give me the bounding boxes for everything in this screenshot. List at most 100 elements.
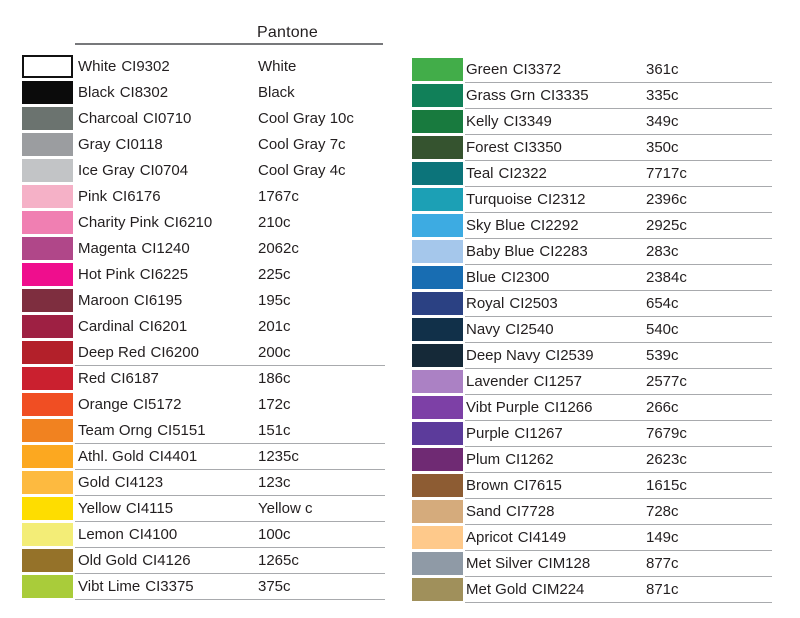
color-label: Team Orng CI5151: [78, 418, 206, 444]
color-code: CIM224: [531, 581, 585, 598]
color-name: Maroon: [78, 292, 129, 309]
row-divider: [465, 134, 772, 135]
pantone-value: 123c: [258, 474, 291, 491]
color-name: Royal: [466, 295, 505, 312]
color-code: CI6200: [150, 344, 199, 361]
color-code: CI4100: [128, 526, 178, 543]
color-code: CI4126: [142, 552, 191, 569]
color-row-deep-red: Deep Red CI6200 200c: [22, 340, 388, 366]
color-code: CI5151: [157, 422, 206, 439]
color-swatch-magenta: [22, 237, 73, 260]
color-code: CI1266: [544, 399, 593, 416]
color-swatch-gold: [22, 471, 73, 494]
pantone-value: 283c: [646, 243, 679, 260]
color-swatch-lavender: [412, 370, 463, 393]
pantone-value: 172c: [258, 396, 291, 413]
color-code: CI2300: [501, 269, 550, 286]
color-label: Met Gold CIM224: [466, 577, 584, 603]
pantone-value: 335c: [646, 87, 679, 104]
row-divider: [465, 368, 772, 369]
color-row-lavender: Lavender CI1257 2577c: [412, 369, 774, 395]
color-label: Sky Blue CI2292: [466, 213, 579, 239]
color-swatch-green: [412, 58, 463, 81]
color-row-lemon: Lemon CI4100 100c: [22, 522, 388, 548]
color-swatch-athl-gold: [22, 445, 73, 468]
row-divider: [465, 576, 772, 577]
color-name: Met Silver: [466, 555, 533, 572]
color-name: Lemon: [78, 526, 124, 543]
color-name: Ice Gray: [78, 162, 135, 179]
color-swatch-baby-blue: [412, 240, 463, 263]
color-row-brown: Brown CI7615 1615c: [412, 473, 774, 499]
color-code: CI3349: [503, 113, 552, 130]
row-divider: [75, 365, 385, 366]
color-label: Cardinal CI6201: [78, 314, 187, 340]
color-row-kelly: Kelly CI3349 349c: [412, 109, 774, 135]
color-row-gray: Gray CI0118 Cool Gray 7c: [22, 132, 388, 158]
color-column-right: Green CI3372 361c Grass Grn CI3335 335c Kelly C…: [412, 57, 774, 603]
row-divider: [465, 550, 772, 551]
color-row-hot-pink: Hot Pink CI6225 225c: [22, 262, 388, 288]
color-name: Brown: [466, 477, 509, 494]
color-swatch-royal: [412, 292, 463, 315]
color-label: Gray CI0118: [78, 132, 163, 158]
color-label: Blue CI2300: [466, 265, 549, 291]
pantone-value: Cool Gray 7c: [258, 136, 346, 153]
color-code: CI0704: [139, 162, 189, 179]
pantone-value: 654c: [646, 295, 679, 312]
color-name: Sky Blue: [466, 217, 526, 234]
color-swatch-ice-gray: [22, 159, 73, 182]
color-column-left: White CI9302 White Black CI8302 Black Charcoal…: [22, 54, 388, 600]
color-swatch-blue: [412, 266, 463, 289]
color-row-ice-gray: Ice Gray CI0704 Cool Gray 4c: [22, 158, 388, 184]
color-name: Navy: [466, 321, 501, 338]
color-swatch-sky-blue: [412, 214, 463, 237]
pantone-value: 266c: [646, 399, 679, 416]
color-label: White CI9302: [78, 54, 170, 80]
pantone-value: Yellow c: [258, 500, 313, 517]
color-code: CI9302: [121, 58, 170, 75]
color-swatch-kelly: [412, 110, 463, 133]
color-row-sand: Sand CI7728 728c: [412, 499, 774, 525]
color-swatch-turquoise: [412, 188, 463, 211]
color-swatch-cardinal: [22, 315, 73, 338]
row-divider: [465, 524, 772, 525]
row-divider: [465, 108, 772, 109]
color-label: Met Silver CIM128: [466, 551, 590, 577]
row-divider: [465, 342, 772, 343]
color-code: CI6201: [138, 318, 188, 335]
color-swatch-charcoal: [22, 107, 73, 130]
color-row-teal: Teal CI2322 7717c: [412, 161, 774, 187]
pantone-value: 877c: [646, 555, 679, 572]
pantone-value: Cool Gray 10c: [258, 110, 354, 127]
color-row-royal: Royal CI2503 654c: [412, 291, 774, 317]
color-name: Sand: [466, 503, 502, 520]
pantone-value: 7717c: [646, 165, 687, 182]
color-swatch-sand: [412, 500, 463, 523]
row-divider: [465, 420, 772, 421]
color-label: Teal CI2322: [466, 161, 547, 187]
color-name: Pink: [78, 188, 108, 205]
color-label: Ice Gray CI0704: [78, 158, 188, 184]
color-row-purple: Purple CI1267 7679c: [412, 421, 774, 447]
color-name: Green: [466, 61, 508, 78]
pantone-value: 225c: [258, 266, 291, 283]
color-code: CI0710: [143, 110, 192, 127]
color-swatch-hot-pink: [22, 263, 73, 286]
color-name: Cardinal: [78, 318, 134, 335]
color-code: CI2503: [509, 295, 558, 312]
color-code: CI3375: [145, 578, 194, 595]
row-divider: [465, 290, 772, 291]
row-divider: [465, 602, 772, 603]
color-row-deep-navy: Deep Navy CI2539 539c: [412, 343, 774, 369]
color-code: CI6210: [163, 214, 213, 231]
pantone-value: 7679c: [646, 425, 687, 442]
pantone-value: 539c: [646, 347, 679, 364]
row-divider: [75, 495, 385, 496]
pantone-column-header: Pantone: [257, 24, 319, 41]
color-name: Deep Navy: [466, 347, 541, 364]
color-code: CI4123: [114, 474, 164, 491]
row-divider: [75, 469, 385, 470]
pantone-value: Cool Gray 4c: [258, 162, 346, 179]
color-swatch-brown: [412, 474, 463, 497]
